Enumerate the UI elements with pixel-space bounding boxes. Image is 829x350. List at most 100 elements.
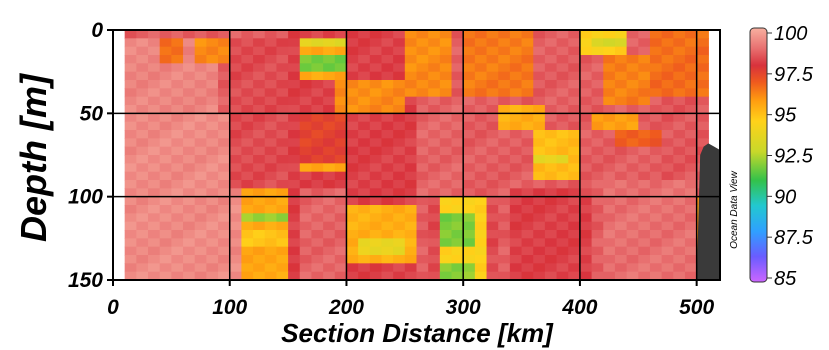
- heat-cell: [603, 188, 616, 198]
- heat-cell: [148, 171, 161, 181]
- heat-cell: [358, 255, 371, 264]
- heat-cell: [439, 255, 453, 264]
- heat-cell: [183, 88, 196, 98]
- heat-cell: [544, 71, 558, 81]
- heat-cell: [148, 46, 161, 56]
- heat-cell: [579, 213, 593, 223]
- heat-cell: [253, 263, 266, 273]
- heat-cell: [439, 196, 453, 206]
- heat-cell: [626, 138, 639, 148]
- heat-cell: [544, 88, 558, 98]
- heat-cell: [124, 88, 137, 98]
- heat-cell: [579, 188, 593, 198]
- heat-cell: [696, 96, 709, 106]
- heat-cell: [591, 171, 604, 181]
- heat-cell: [591, 138, 604, 148]
- heat-cell: [544, 121, 558, 131]
- heat-cell: [463, 221, 476, 231]
- heat-cell: [533, 271, 546, 280]
- heat-cell: [334, 255, 348, 264]
- heat-cell: [381, 180, 394, 189]
- heat-cell: [311, 146, 324, 156]
- heat-cell: [393, 130, 406, 139]
- heat-cell: [253, 46, 266, 56]
- heat-cell: [229, 138, 242, 148]
- heat-cell: [253, 180, 266, 189]
- heat-cell: [428, 230, 441, 239]
- heat-cell: [253, 63, 266, 73]
- heat-cell: [451, 238, 464, 248]
- heat-cell: [474, 263, 488, 273]
- heat-cell: [544, 205, 558, 214]
- heat-cell: [323, 213, 336, 223]
- heat-cell: [568, 238, 581, 248]
- heat-cell: [276, 55, 289, 64]
- heat-cell: [381, 271, 394, 280]
- heat-cell: [159, 38, 172, 48]
- heat-cell: [393, 255, 406, 264]
- heat-cell: [486, 138, 499, 148]
- heat-cell: [614, 196, 628, 206]
- heat-cell: [498, 130, 511, 139]
- heat-cell: [661, 121, 674, 131]
- heat-cell: [614, 88, 628, 98]
- heat-cell: [288, 196, 301, 206]
- heat-cell: [323, 171, 336, 181]
- heat-cell: [369, 188, 383, 198]
- heat-cell: [171, 188, 184, 198]
- heat-cell: [509, 188, 523, 198]
- heat-cell: [428, 221, 441, 231]
- heat-cell: [404, 230, 418, 239]
- heat-cell: [404, 63, 418, 73]
- heat-cell: [369, 121, 383, 131]
- heat-cell: [428, 163, 441, 173]
- heat-cell: [241, 171, 254, 181]
- heat-cell: [358, 113, 371, 123]
- heat-cell: [346, 71, 359, 81]
- heat-cell: [591, 271, 604, 280]
- heat-cell: [124, 55, 137, 64]
- heat-cell: [206, 205, 219, 214]
- heat-cell: [463, 255, 476, 264]
- heat-cell: [369, 30, 383, 39]
- heat-cell: [556, 205, 569, 214]
- heat-cell: [264, 205, 278, 214]
- heat-cell: [381, 130, 394, 139]
- heat-cell: [311, 171, 324, 181]
- heat-cell: [451, 30, 464, 39]
- heat-cell: [358, 96, 371, 106]
- heat-cell: [673, 255, 686, 264]
- heat-cell: [416, 205, 429, 214]
- heat-cell: [521, 255, 534, 264]
- heat-cell: [416, 30, 429, 39]
- heat-cell: [171, 205, 184, 214]
- heat-cell: [498, 263, 511, 273]
- heat-cell: [253, 246, 266, 256]
- heat-cell: [591, 238, 604, 248]
- heat-cell: [229, 71, 242, 81]
- heat-cell: [229, 88, 242, 98]
- heat-cell: [428, 205, 441, 214]
- heat-cell: [568, 163, 581, 173]
- heat-cell: [369, 271, 383, 280]
- heat-cell: [311, 113, 324, 123]
- heat-cell: [603, 255, 616, 264]
- heat-cell: [241, 230, 254, 239]
- heat-cell: [474, 130, 488, 139]
- heat-cell: [696, 138, 709, 148]
- heat-cell: [684, 55, 698, 64]
- heat-cell: [568, 88, 581, 98]
- heat-cell: [684, 163, 698, 173]
- heat-cell: [299, 80, 313, 89]
- heat-cell: [638, 46, 651, 56]
- heat-cell: [369, 138, 383, 148]
- heat-cell: [684, 46, 698, 56]
- heat-cell: [591, 263, 604, 273]
- heat-cell: [498, 246, 511, 256]
- heat-cell: [358, 155, 371, 164]
- heat-cell: [509, 180, 523, 189]
- heat-cell: [463, 113, 476, 123]
- heat-cell: [603, 55, 616, 64]
- heat-cell: [544, 46, 558, 56]
- heat-cell: [626, 196, 639, 206]
